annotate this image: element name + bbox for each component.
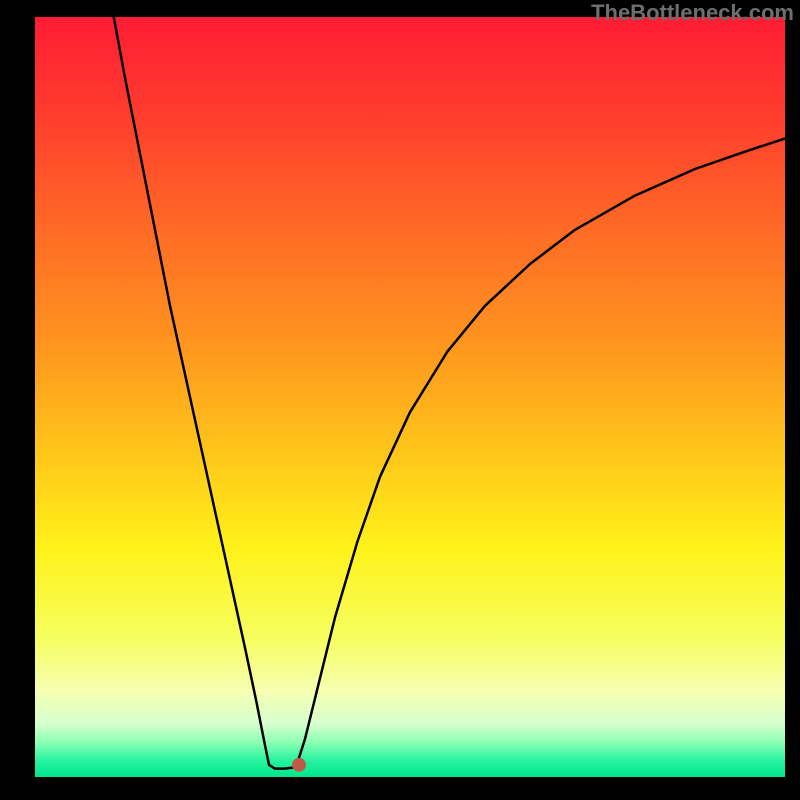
chart-plot-background xyxy=(35,17,785,777)
bottleneck-curve-chart xyxy=(0,0,800,800)
chart-container: TheBottleneck.com xyxy=(0,0,800,800)
optimum-marker xyxy=(293,758,306,771)
